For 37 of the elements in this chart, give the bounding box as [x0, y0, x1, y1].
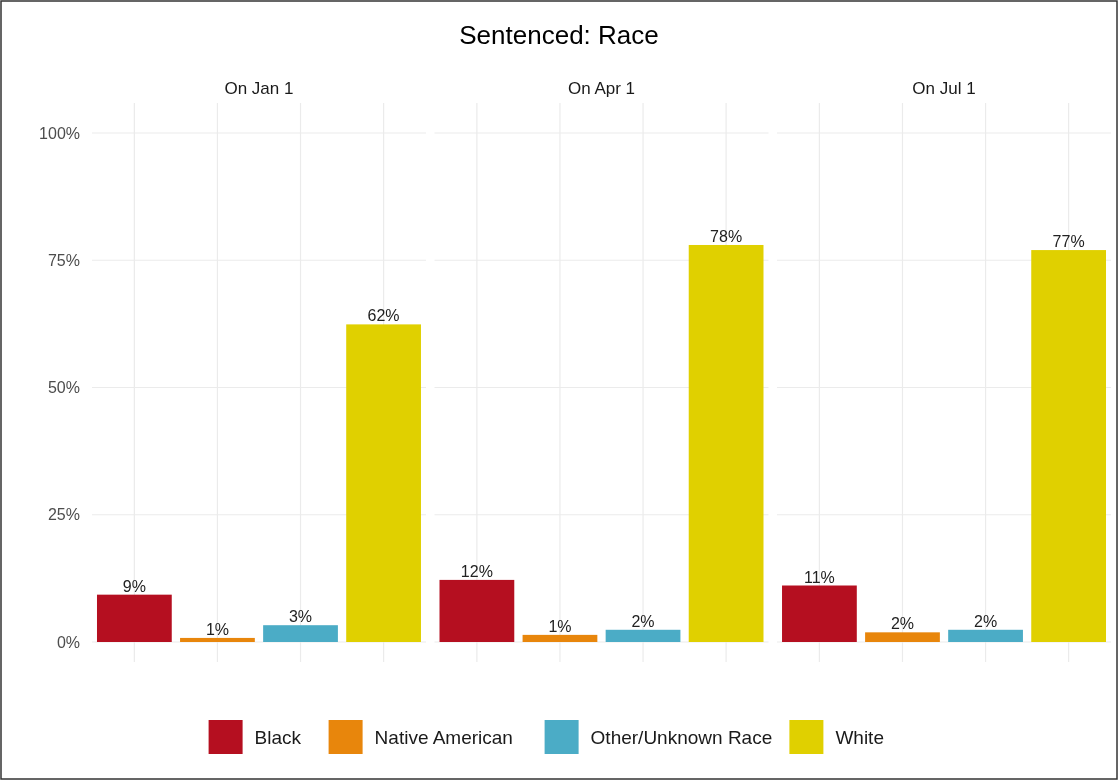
bar [439, 579, 515, 642]
bar [948, 629, 1023, 642]
x-tick-label: On Apr 1 [567, 79, 636, 98]
data-label: 1% [548, 617, 572, 635]
bar [180, 637, 255, 642]
data-label: 78% [710, 227, 743, 245]
bar [522, 634, 598, 642]
chart-title: Sentenced: Race [459, 20, 659, 50]
data-label: 9% [122, 577, 146, 595]
bar [1031, 250, 1107, 642]
legend-label: Native American [374, 726, 513, 748]
bar [688, 244, 764, 642]
y-tick-label: 75% [47, 251, 80, 269]
bar [605, 629, 681, 642]
data-label: 12% [460, 562, 493, 580]
bar [346, 324, 421, 642]
data-label: 1% [205, 620, 229, 638]
legend-label: Black [254, 726, 302, 748]
legend-label: Other/Unknown Race [590, 726, 773, 748]
data-label: 2% [974, 612, 998, 630]
y-tick-label: 50% [47, 379, 80, 397]
data-label: 2% [631, 612, 655, 630]
data-label: 3% [288, 608, 313, 626]
bar [96, 594, 172, 642]
data-label: 77% [1052, 233, 1085, 251]
data-label: 11% [803, 568, 835, 586]
data-label: 2% [890, 615, 915, 633]
legend-label: White [835, 726, 884, 748]
y-tick-label: 100% [39, 124, 80, 142]
y-tick-label: 25% [47, 506, 80, 524]
data-label: 62% [367, 307, 400, 325]
x-tick-label: On Jul 1 [912, 79, 976, 98]
bar [263, 625, 338, 642]
bar [865, 632, 940, 642]
bar [782, 585, 857, 642]
y-tick-label: 0% [56, 633, 80, 651]
x-tick-label: On Jan 1 [224, 79, 294, 98]
